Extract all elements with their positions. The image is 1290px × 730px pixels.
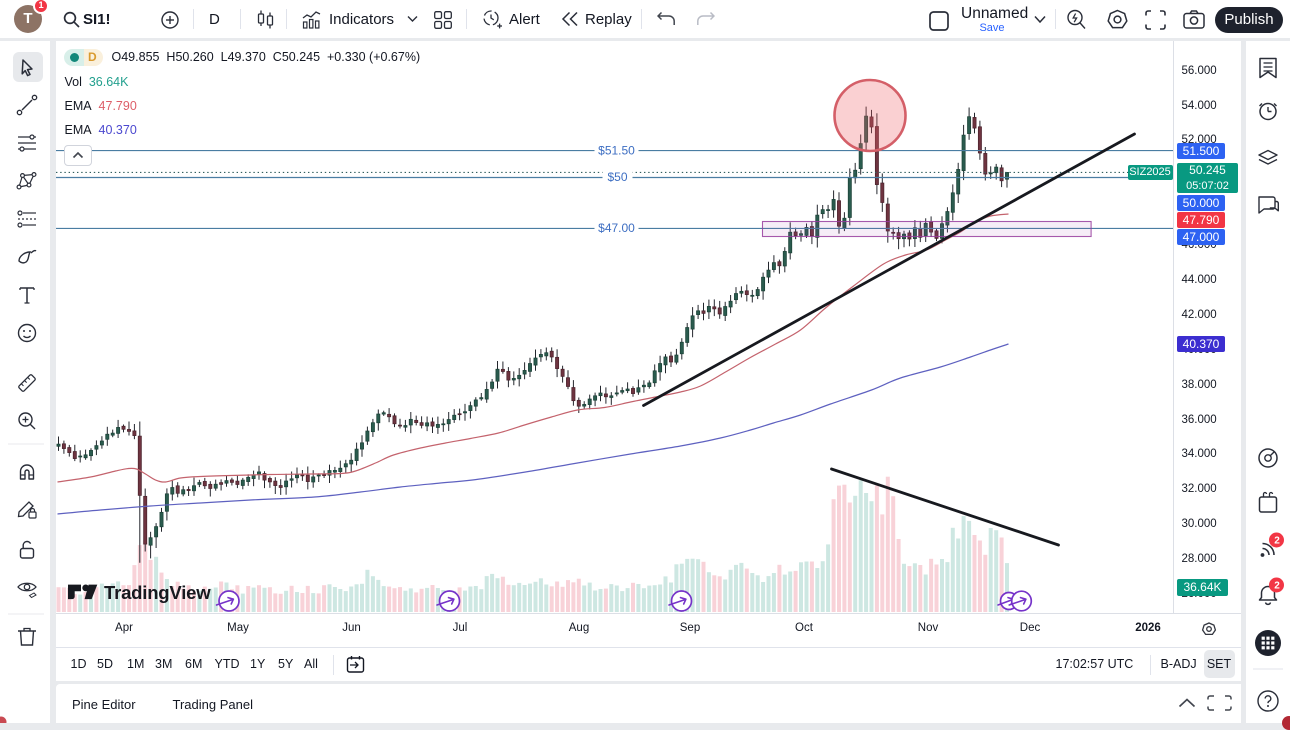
svg-text:$47.00: $47.00 [598,221,635,235]
svg-text:2: 2 [1274,535,1280,546]
svg-text:2: 2 [1274,580,1280,591]
svg-text:TradingView: TradingView [104,582,211,603]
svg-text:$50: $50 [607,170,627,184]
svg-text:$51.50: $51.50 [598,143,635,157]
